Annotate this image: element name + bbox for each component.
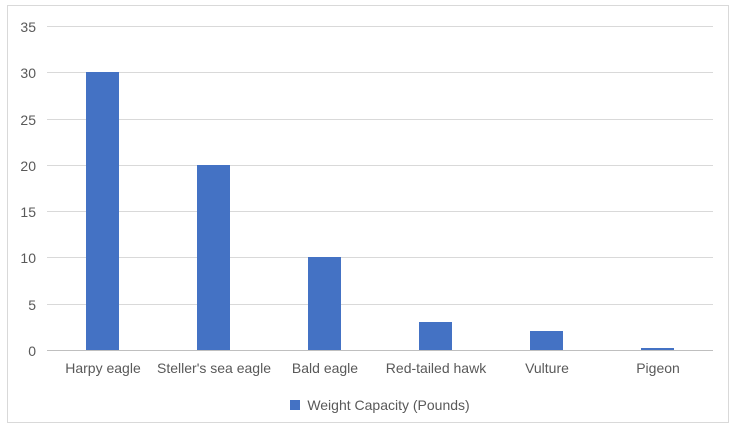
gridline — [47, 257, 713, 258]
x-category-label: Harpy eagle — [65, 360, 141, 376]
gridline — [47, 304, 713, 305]
bar-bald-eagle — [308, 257, 341, 350]
bar-red-tailed-hawk — [419, 322, 452, 350]
y-tick-label: 35 — [20, 19, 36, 35]
x-axis: Harpy eagle Steller's sea eagle Bald eagle… — [47, 360, 713, 380]
y-tick-label: 15 — [20, 204, 36, 220]
x-category-label: Bald eagle — [291, 360, 359, 376]
plot-area — [47, 26, 713, 351]
legend-label: Weight Capacity (Pounds) — [307, 397, 470, 413]
bar-vulture — [530, 331, 563, 350]
legend: Weight Capacity (Pounds) — [47, 397, 713, 413]
y-tick-label: 5 — [28, 297, 36, 313]
y-tick-label: 0 — [28, 343, 36, 359]
x-category-label: Vulture — [525, 360, 569, 376]
legend-swatch-icon — [290, 400, 301, 410]
x-category-label: Red-tailed hawk — [385, 360, 487, 376]
y-tick-label: 10 — [20, 250, 36, 266]
gridline — [47, 211, 713, 212]
x-category-label: Pigeon — [636, 360, 680, 376]
gridline — [47, 72, 713, 73]
gridline — [47, 26, 713, 27]
bar-pigeon — [641, 348, 674, 350]
y-tick-label: 20 — [20, 158, 36, 174]
gridline — [47, 165, 713, 166]
gridline — [47, 119, 713, 120]
y-axis: 0 5 10 15 20 25 30 35 — [8, 20, 36, 358]
y-tick-label: 30 — [20, 65, 36, 81]
y-tick-label: 25 — [20, 112, 36, 128]
chart-frame: 0 5 10 15 20 25 30 35 Harpy eagle Steller's sea … — [7, 5, 729, 423]
x-category-label: Steller's sea eagle — [157, 360, 271, 376]
bar-steller-s-sea-eagle — [197, 165, 230, 350]
bar-harpy-eagle — [86, 72, 119, 350]
